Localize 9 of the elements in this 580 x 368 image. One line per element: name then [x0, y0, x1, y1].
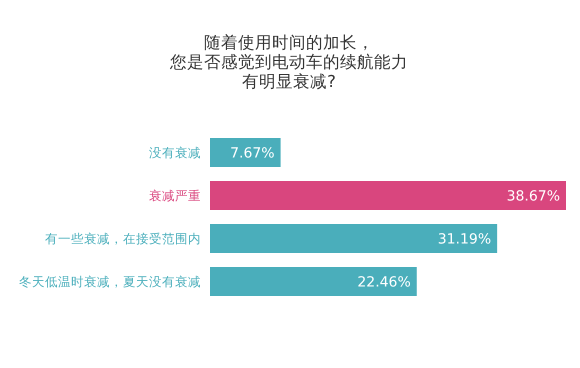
y-tick-label: 冬天低温时衰减，夏天没有衰减 — [19, 274, 201, 289]
title: 随着使用时间的加长，您是否感觉到电动车的续航能力有明显衰减? — [170, 33, 408, 91]
data-label: 38.67% — [506, 188, 560, 204]
y-tick-label: 没有衰减 — [149, 145, 201, 160]
data-label: 7.67% — [230, 146, 275, 162]
y-tick-label: 衰减严重 — [149, 188, 201, 203]
data-label: 22.46% — [357, 274, 411, 290]
data-label: 31.19% — [438, 232, 492, 248]
y-tick-label: 有一些衰减，在接受范围内 — [45, 231, 201, 246]
